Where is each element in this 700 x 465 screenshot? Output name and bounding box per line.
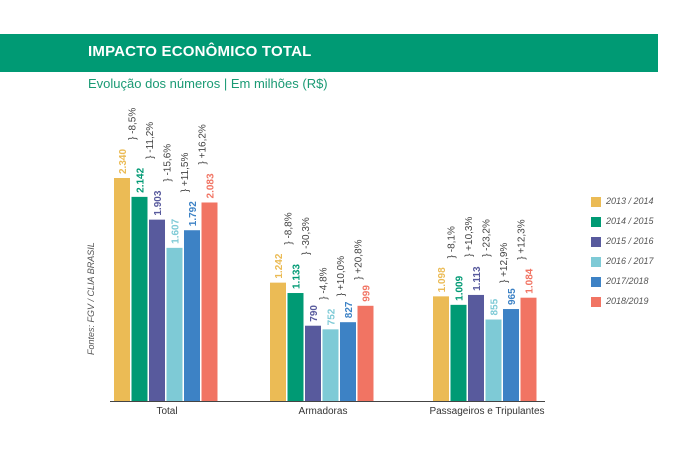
legend-swatch [591, 257, 601, 267]
bar [201, 202, 218, 401]
data-label: 1.792 [188, 201, 199, 226]
bar [166, 247, 183, 401]
legend-label: 2017/2018 [606, 276, 649, 286]
legend-swatch [591, 237, 601, 247]
legend-item: 2017/2018 [591, 276, 691, 292]
chart-legend: 2013 / 2014 2014 / 2015 2015 / 2016 2016 / … [591, 196, 691, 316]
legend-label: 2014 / 2015 [606, 216, 654, 226]
change-annotation: } -30,3% [301, 217, 312, 255]
legend-swatch [591, 217, 601, 227]
bar [322, 329, 339, 401]
change-annotation: } +16,2% [198, 124, 209, 164]
legend-swatch [591, 297, 601, 307]
change-annotation: } -4,8% [319, 267, 330, 299]
data-label: 1.903 [153, 190, 164, 215]
data-label: 999 [362, 285, 373, 302]
data-label: 1.133 [292, 264, 303, 289]
data-label: 1.098 [437, 267, 448, 292]
bar [340, 322, 356, 401]
category-label: Armadoras [299, 406, 348, 417]
data-label: 1.113 [472, 266, 483, 291]
data-label: 2.142 [136, 167, 147, 192]
legend-item: 2016 / 2017 [591, 256, 691, 272]
title-banner: IMPACTO ECONÔMICO TOTAL [0, 34, 658, 72]
category-label: Total [156, 406, 177, 417]
change-annotation: } +10,3% [464, 217, 475, 257]
data-label: 2.340 [118, 149, 129, 174]
legend-swatch [591, 197, 601, 207]
bar [485, 319, 502, 401]
bar [184, 230, 200, 401]
bar [357, 305, 374, 401]
change-annotation: } -8,8% [284, 212, 295, 244]
legend-item: 2014 / 2015 [591, 216, 691, 232]
bar [270, 282, 286, 401]
legend-label: 2018/2019 [606, 296, 649, 306]
change-annotation: } -8,1% [447, 226, 458, 258]
legend-item: 2015 / 2016 [591, 236, 691, 252]
data-label: 855 [490, 298, 501, 315]
bar [305, 325, 321, 401]
bar [114, 178, 130, 401]
bar [149, 219, 165, 401]
category-label: Passageiros e Tripulantes [429, 406, 544, 417]
change-annotation: } +11,5% [180, 153, 191, 193]
change-annotation: } -23,2% [482, 219, 493, 257]
chart-subtitle: Evolução dos números | Em milhões (R$) [88, 76, 328, 91]
change-annotation: } +20,8% [354, 239, 365, 279]
source-note: Fontes: FGV / CLIA BRASIL [86, 242, 96, 355]
data-label: 1.242 [274, 253, 285, 278]
bar [503, 309, 519, 401]
legend-label: 2013 / 2014 [606, 196, 654, 206]
data-label: 965 [507, 288, 518, 305]
data-label: 1.607 [171, 218, 182, 243]
legend-item: 2018/2019 [591, 296, 691, 312]
legend-label: 2016 / 2017 [606, 256, 654, 266]
bar [520, 297, 537, 401]
legend-item: 2013 / 2014 [591, 196, 691, 212]
change-annotation: } -8,5% [128, 108, 139, 140]
legend-swatch [591, 277, 601, 287]
legend-label: 2015 / 2016 [606, 236, 654, 246]
data-label: 1.084 [525, 268, 536, 293]
bar [287, 293, 304, 401]
chart-title: IMPACTO ECONÔMICO TOTAL [88, 43, 312, 60]
change-annotation: } -15,6% [163, 144, 174, 182]
bar [450, 304, 467, 401]
data-label: 752 [327, 308, 338, 325]
bar [433, 296, 449, 401]
data-label: 790 [309, 305, 320, 322]
change-annotation: } +10,0% [336, 256, 347, 296]
data-label: 2.083 [206, 173, 217, 198]
data-label: 1.009 [455, 275, 466, 300]
change-annotation: } +12,3% [517, 219, 528, 259]
change-annotation: } -11,2% [145, 122, 156, 159]
bar [131, 196, 148, 401]
change-annotation: } +12,9% [499, 243, 510, 283]
bar [468, 294, 484, 401]
data-label: 827 [344, 301, 355, 318]
